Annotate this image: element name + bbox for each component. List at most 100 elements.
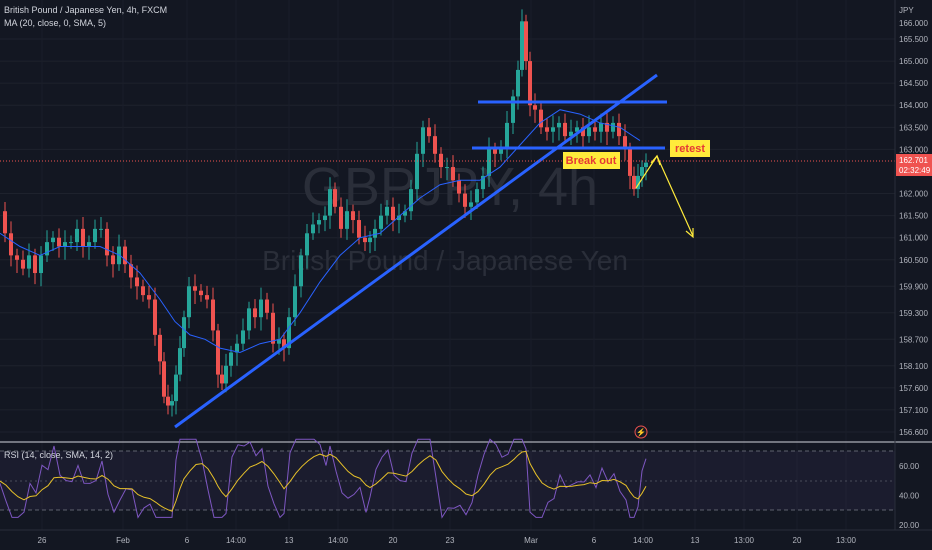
- price-axis[interactable]: 165.500 165.000 164.500 164.000 163.500 163.0…: [899, 35, 928, 437]
- price-tick: 156.600: [899, 428, 928, 437]
- candle-body: [99, 228, 103, 230]
- candle-body: [539, 109, 543, 128]
- candle-body: [551, 127, 555, 132]
- candle-body: [199, 290, 203, 296]
- candle-body: [193, 286, 197, 291]
- lightning-icon[interactable]: ⚡: [634, 425, 648, 439]
- price-tick: 164.500: [899, 79, 928, 88]
- candle-body: [605, 122, 609, 132]
- candle-body: [111, 255, 115, 265]
- candle-body: [569, 131, 573, 137]
- rsi-legend[interactable]: RSI (14, close, SMA, 14, 2): [4, 450, 114, 460]
- candle-body: [75, 228, 79, 243]
- break-out-label: Break out: [563, 152, 620, 169]
- candle-body: [129, 264, 133, 278]
- price-tick: 161.500: [899, 212, 928, 221]
- trendline[interactable]: [174, 73, 658, 429]
- candle-body: [39, 255, 43, 274]
- candle-body: [205, 295, 209, 300]
- candle-body: [351, 211, 355, 221]
- candle-body: [253, 308, 257, 318]
- rsi-tick: 40.00: [899, 492, 920, 501]
- candle-body: [487, 149, 491, 176]
- candle-body: [187, 286, 191, 318]
- candle-body: [229, 352, 233, 366]
- watermark-name: British Pound / Japanese Yen: [262, 245, 628, 276]
- candle-body: [87, 242, 91, 247]
- price-tick: 158.700: [899, 335, 928, 344]
- candle-body: [170, 401, 174, 406]
- ma-legend[interactable]: MA (20, close, 0, SMA, 5): [4, 18, 107, 28]
- candle-body: [57, 237, 61, 247]
- candle-body: [363, 237, 367, 243]
- candle-body: [397, 215, 401, 221]
- time-tick: 14:00: [633, 536, 654, 545]
- ma-line: [0, 109, 641, 354]
- time-tick: 14:00: [328, 536, 349, 545]
- candle-body: [147, 295, 151, 300]
- price-tick: 165.500: [899, 35, 928, 44]
- time-tick: Feb: [116, 536, 130, 545]
- candle-body: [235, 343, 239, 353]
- candle-body: [158, 334, 162, 362]
- candle-body: [299, 255, 303, 287]
- rsi-band: [0, 451, 895, 510]
- candle-body: [481, 175, 485, 190]
- price-tick: 164.000: [899, 101, 928, 110]
- candle-body: [241, 330, 245, 344]
- time-axis[interactable]: 26 Feb 6 14:00 13 14:00 20 23 Mar 6 14:00 13 13:00 20…: [38, 536, 857, 545]
- candle-body: [385, 206, 389, 216]
- candle-body: [563, 122, 567, 137]
- candle-body: [141, 286, 145, 296]
- candle-body: [391, 206, 395, 221]
- candle-body: [499, 149, 503, 154]
- time-tick: 13: [691, 536, 700, 545]
- time-tick: Mar: [524, 536, 538, 545]
- candle-body: [224, 365, 228, 384]
- last-price-value: 162.701: [899, 156, 928, 165]
- candle-body: [415, 153, 419, 190]
- candle-body: [166, 396, 170, 406]
- candle-body: [247, 308, 251, 331]
- candle-body: [505, 122, 509, 150]
- price-tick: 157.100: [899, 406, 928, 415]
- candle-body: [153, 299, 157, 335]
- price-tick: 163.000: [899, 145, 928, 154]
- time-tick: 6: [592, 536, 597, 545]
- candle-body: [9, 233, 13, 256]
- candle-body: [439, 153, 443, 168]
- svg-text:⚡: ⚡: [636, 427, 646, 437]
- time-tick: 23: [446, 536, 455, 545]
- time-tick: 6: [185, 536, 190, 545]
- candle-body: [632, 175, 636, 190]
- candle-body: [403, 211, 407, 216]
- time-tick: 13: [285, 536, 294, 545]
- time-tick: 20: [793, 536, 802, 545]
- candle-body: [45, 242, 49, 256]
- candle-body: [433, 136, 437, 154]
- candle-body: [409, 189, 413, 212]
- candle-body: [81, 228, 85, 247]
- candle-body: [21, 259, 25, 269]
- candle-body: [457, 180, 461, 194]
- retest-text: retest: [675, 143, 705, 155]
- candle-body: [328, 189, 332, 216]
- candle-body: [51, 237, 55, 243]
- candles-group: [3, 9, 648, 417]
- candle-body: [182, 317, 186, 349]
- candle-body: [617, 122, 621, 137]
- candle-body: [93, 228, 97, 243]
- time-tick: 13:00: [734, 536, 755, 545]
- candle-body: [69, 242, 73, 244]
- candle-body: [575, 127, 579, 132]
- candle-body: [333, 189, 337, 207]
- candle-body: [528, 61, 532, 106]
- chart-title[interactable]: British Pound / Japanese Yen, 4h, FXCM: [4, 5, 168, 15]
- price-tick: 159.300: [899, 309, 928, 318]
- time-tick: 20: [389, 536, 398, 545]
- candle-body: [533, 105, 537, 110]
- price-tick: 160.500: [899, 256, 928, 265]
- candle-body: [421, 127, 425, 154]
- rsi-axis[interactable]: 60.00 40.00 20.00: [899, 462, 920, 530]
